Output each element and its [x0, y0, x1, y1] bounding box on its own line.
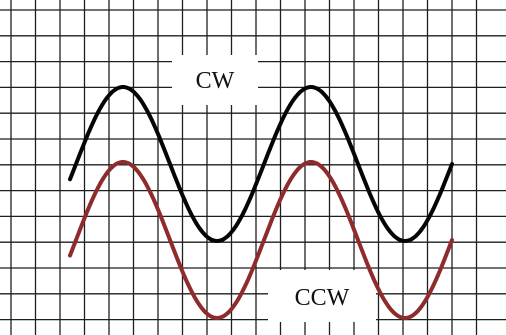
ccw-label: CCW — [295, 285, 350, 311]
ccw-wave — [68, 160, 454, 320]
cw-label-background — [172, 55, 258, 105]
cw-wave — [68, 85, 454, 243]
ccw-label-background — [268, 270, 376, 322]
cw-label: CW — [196, 68, 235, 94]
